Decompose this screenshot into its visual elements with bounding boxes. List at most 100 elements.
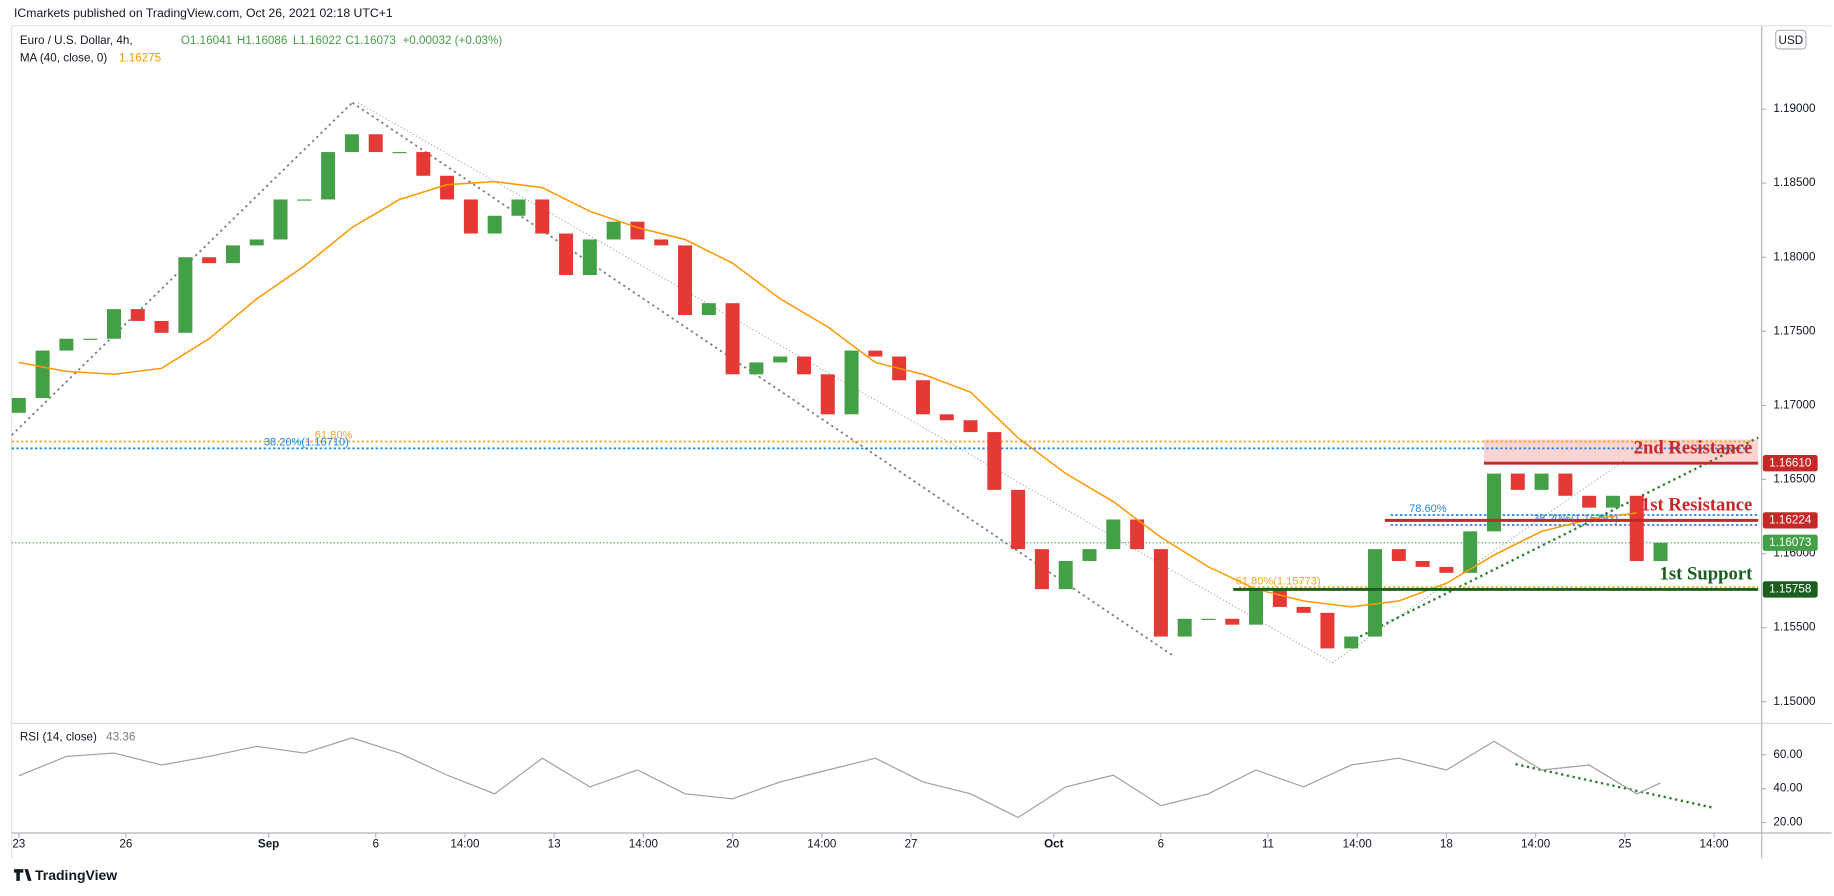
x-tick-label: 6: [372, 838, 378, 851]
x-tick-label: 14:00: [1699, 838, 1729, 851]
candle-body: [416, 152, 431, 176]
candle-body: [987, 432, 1002, 490]
level-name: 2nd Resistance: [1634, 437, 1753, 458]
candle-body: [1249, 589, 1264, 625]
candle-body: [1034, 549, 1049, 590]
ma-last: 1.16275: [119, 51, 161, 64]
candle-body: [1272, 589, 1287, 607]
candle-body: [1653, 542, 1668, 561]
x-tick-label: Oct: [1044, 838, 1064, 851]
candle-body: [939, 414, 954, 421]
candle-body: [701, 303, 716, 316]
rsi-tick-label: 60.00: [1773, 748, 1803, 761]
candle-body: [1344, 636, 1359, 649]
publisher: ICmarkets published on TradingView.com, …: [14, 6, 393, 20]
candle-body: [1106, 519, 1121, 550]
candle-body: [368, 134, 383, 153]
candle-body: [582, 239, 597, 276]
candle-body: [1439, 566, 1454, 573]
x-tick-label: 14:00: [1343, 838, 1373, 851]
candle-body: [1130, 519, 1145, 550]
candle-body: [344, 134, 359, 153]
chart-title: Euro / U.S. Dollar, 4h,: [20, 34, 133, 47]
candle-body: [868, 350, 883, 357]
price-tag-label: 1.16073: [1769, 536, 1811, 549]
candle-body: [11, 398, 26, 413]
y-tick-label: 1.17000: [1773, 398, 1816, 411]
x-tick-label: 14:00: [450, 838, 480, 851]
x-tick-label: Sep: [258, 838, 279, 851]
candle-body: [1391, 549, 1406, 561]
candle-body: [963, 420, 978, 433]
candle-body: [1582, 495, 1597, 508]
candle-body: [1415, 560, 1430, 567]
x-tick-label: 14:00: [1521, 838, 1551, 851]
trend-line: [1349, 436, 1759, 643]
ohlc-value: O1.16041: [181, 34, 232, 47]
candle-body: [1534, 473, 1549, 490]
candle-body: [106, 309, 121, 339]
candle-body: [1058, 560, 1073, 590]
fib-label: 61.80%: [315, 430, 353, 442]
price-tag: [1762, 581, 1818, 598]
logo-mark: [14, 869, 32, 881]
candle-body: [820, 374, 835, 415]
candle-body: [202, 257, 217, 264]
candle-body: [463, 199, 478, 234]
candle-body: [1296, 606, 1311, 613]
ohlc-value: C1.16073: [345, 34, 396, 47]
candle-body: [1463, 531, 1478, 573]
fib-label: 78.60%: [1409, 503, 1447, 515]
price-tag: [1762, 534, 1818, 551]
candle-body: [1510, 473, 1525, 490]
rsi-tick-label: 20.00: [1773, 816, 1803, 829]
candle-body: [273, 199, 288, 240]
candle-body: [35, 350, 50, 399]
rsi-line: [18, 737, 1661, 819]
candle-body: [1320, 612, 1335, 649]
currency-box: [1775, 29, 1807, 50]
candle-body: [654, 239, 669, 246]
candle-body: [487, 215, 502, 234]
rsi-name: RSI (14, close): [20, 730, 97, 743]
brand-logo: TradingView: [14, 867, 117, 883]
candle-body: [844, 350, 859, 415]
y-tick-label: 1.19000: [1773, 102, 1816, 115]
x-tick-label: 20: [726, 838, 739, 851]
candle-body: [1225, 618, 1240, 625]
candle-body: [59, 338, 74, 351]
candle-body: [225, 245, 240, 264]
candle-body: [796, 356, 811, 375]
y-tick-label: 1.16500: [1773, 473, 1816, 486]
candle-body: [915, 380, 930, 415]
price-tag-label: 1.16224: [1769, 513, 1812, 526]
rsi-last: 43.36: [106, 730, 135, 743]
candle-body: [1486, 473, 1501, 532]
candle-body: [559, 233, 574, 276]
candle-body: [606, 221, 621, 240]
ohlc-value: L1.16022: [293, 34, 342, 47]
x-tick-label: 18: [1440, 838, 1453, 851]
candle-body: [535, 199, 550, 234]
candle-body: [321, 152, 336, 200]
x-tick-label: 25: [1618, 838, 1631, 851]
candle-body: [1558, 473, 1573, 496]
candle-body: [749, 362, 764, 375]
x-tick-label: 14:00: [807, 838, 837, 851]
level-name: 1st Resistance: [1641, 495, 1752, 516]
trend-lines: [11, 101, 1759, 809]
ohlc-value: +0.00032 (+0.03%): [403, 34, 503, 47]
candle-body: [249, 239, 264, 246]
y-tick-label: 1.18500: [1773, 176, 1816, 189]
price-tag: [1762, 512, 1818, 529]
candle-body: [440, 175, 455, 200]
candle-body: [678, 245, 693, 316]
candle-body: [178, 257, 193, 333]
y-tick-label: 1.17500: [1773, 324, 1816, 337]
level-name: 1st Support: [1660, 564, 1754, 585]
x-tick-label: 13: [548, 838, 561, 851]
candle-body: [725, 303, 740, 375]
x-tick-label: 11: [1262, 838, 1274, 851]
